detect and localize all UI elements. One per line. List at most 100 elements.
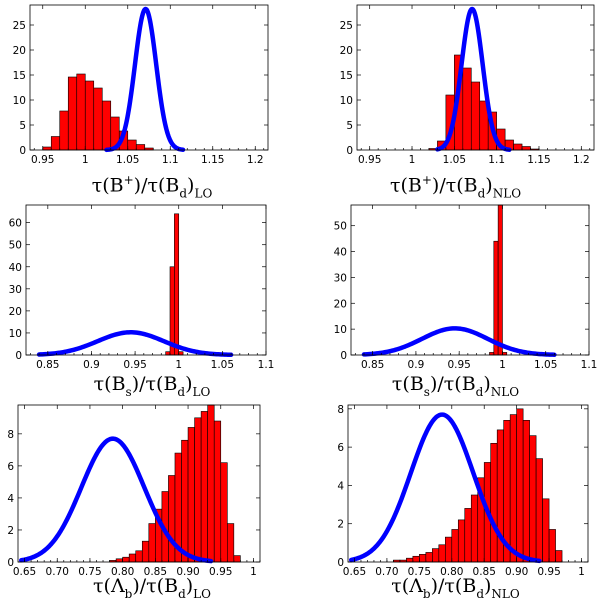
bar-1-10 xyxy=(513,143,523,151)
ytick-label-2-4: 40 xyxy=(9,262,22,274)
bar-5-4 xyxy=(419,554,427,563)
xtick-label-2-0: 0.85 xyxy=(36,359,59,371)
bar-5-15 xyxy=(490,442,498,563)
plot-frame-4 xyxy=(17,404,261,563)
xtick-label-3-4: 1.05 xyxy=(534,359,557,371)
ytick-label-3-1: 10 xyxy=(334,324,347,336)
bar-4-1 xyxy=(115,558,123,563)
bar-4-14 xyxy=(200,411,208,563)
xtick-label-3-3: 1 xyxy=(499,359,506,371)
plot-frame-1 xyxy=(356,4,595,151)
bar-4-13 xyxy=(194,417,202,563)
ytick-label-4-0: 0 xyxy=(7,557,14,569)
xtick-label-1-4: 1.15 xyxy=(527,154,550,166)
xtick-label-2-4: 1.05 xyxy=(211,359,234,371)
bar-4-18 xyxy=(226,523,235,563)
bar-4-3 xyxy=(128,553,137,563)
gaussian-curve-0 xyxy=(104,6,186,153)
xlabel-top-right: τ(B+)/τ(Bd)NLO xyxy=(389,173,522,201)
bar-5-11 xyxy=(464,508,472,563)
bar-4-5 xyxy=(141,540,150,563)
ytick-label-0-3: 15 xyxy=(13,70,26,82)
xtick-label-5-1: 0.70 xyxy=(375,566,398,578)
bar-5-12 xyxy=(470,494,479,563)
xtick-label-5-0: 0.65 xyxy=(343,566,366,578)
bar-5-25 xyxy=(555,550,563,563)
ytick-label-0-5: 25 xyxy=(13,20,26,32)
bar-1-5 xyxy=(470,81,481,151)
xtick-label-2-1: 0.9 xyxy=(83,359,100,371)
ytick-label-5-2: 4 xyxy=(337,480,344,492)
ytick-label-5-0: 0 xyxy=(337,557,344,569)
chart-middle-left: 0.85 0.9 0.95 1 1.05 1.1 0 10 20 30 40 50 60 xyxy=(9,204,275,371)
xtick-label-5-5: 0.90 xyxy=(505,566,528,578)
xtick-label-4-2: 0.75 xyxy=(78,566,101,578)
xtick-label-3-5: 1.1 xyxy=(581,359,598,371)
xtick-label-4-3: 0.80 xyxy=(111,566,134,578)
ytick-label-2-0: 0 xyxy=(15,350,22,362)
bar-5-20 xyxy=(522,420,530,563)
bar-5-7 xyxy=(438,544,446,563)
bar-4-15 xyxy=(207,404,215,563)
xtick-label-1-3: 1.1 xyxy=(488,154,505,166)
bar-0-1 xyxy=(50,136,61,151)
chart-top-left: 0.95 1 1.05 1.1 1.15 1.2 0 5 10 15 20 25 xyxy=(13,4,269,166)
bar-1-11 xyxy=(521,146,531,151)
gaussian-curve-1 xyxy=(435,6,512,152)
ytick-label-3-0: 0 xyxy=(340,350,347,362)
xtick-label-2-2: 0.95 xyxy=(123,359,146,371)
chart-top-right: 0.95 1 1.05 1.1 1.15 1.2 0 5 10 15 20 25 xyxy=(340,4,595,166)
ytick-label-4-1: 2 xyxy=(7,525,14,537)
xtick-label-2-5: 1.1 xyxy=(258,359,275,371)
bar-4-16 xyxy=(213,420,222,563)
xtick-label-1-0: 0.95 xyxy=(358,154,381,166)
xtick-label-4-0: 0.65 xyxy=(13,566,36,578)
bar-5-23 xyxy=(542,498,550,563)
bar-0-11 xyxy=(135,144,146,151)
plot-frame-2 xyxy=(25,204,267,356)
xtick-label-5-6: 0.95 xyxy=(537,566,560,578)
bar-5-3 xyxy=(412,555,420,563)
xtick-label-2-3: 1 xyxy=(175,359,182,371)
xtick-label-4-5: 0.90 xyxy=(176,566,199,578)
xlabel-bottom-left: τ(Λb)/τ(Bd)LO xyxy=(93,575,211,601)
bar-0-5 xyxy=(84,80,95,151)
bar-0-0 xyxy=(42,146,52,151)
chart-bottom-left: 0.65 0.70 0.75 0.80 0.85 0.90 0.95 1 0 2 4 6 8 xyxy=(7,404,261,578)
xtick-label-4-7: 1 xyxy=(250,566,257,578)
ytick-label-3-3: 30 xyxy=(334,272,347,284)
xtick-label-4-4: 0.85 xyxy=(144,566,167,578)
xtick-label-0-3: 1.1 xyxy=(162,154,179,166)
xtick-label-1-2: 1.05 xyxy=(443,154,466,166)
bar-4-9 xyxy=(168,475,176,563)
bar-5-18 xyxy=(509,414,517,563)
chart-middle-right: 0.85 0.9 0.95 1 1.05 1.1 0 10 20 30 40 50 xyxy=(334,204,598,371)
ytick-label-0-2: 10 xyxy=(13,95,26,107)
bar-3-1 xyxy=(493,240,499,356)
ytick-label-2-5: 50 xyxy=(9,240,22,252)
ytick-label-1-0: 0 xyxy=(346,145,353,157)
bar-0-6 xyxy=(93,87,103,151)
gaussian-curve-3 xyxy=(361,326,557,357)
bar-5-6 xyxy=(432,548,440,563)
bar-4-4 xyxy=(135,550,143,563)
bar-2-3 xyxy=(178,351,184,356)
plot-frame-0 xyxy=(29,4,269,151)
ytick-label-4-4: 8 xyxy=(7,429,14,441)
xtick-label-0-2: 1.05 xyxy=(116,154,139,166)
bar-5-24 xyxy=(548,529,556,563)
bar-5-5 xyxy=(425,552,433,563)
bar-5-19 xyxy=(516,408,524,563)
ytick-label-5-4: 8 xyxy=(337,404,344,416)
xtick-label-3-1: 0.9 xyxy=(408,359,425,371)
plot-frame-3 xyxy=(350,204,590,356)
bar-5-22 xyxy=(535,458,543,563)
plot-frame-5 xyxy=(347,404,589,563)
ytick-label-3-5: 50 xyxy=(334,221,347,233)
xtick-label-1-1: 1 xyxy=(409,154,416,166)
ytick-label-3-4: 40 xyxy=(334,247,347,259)
ytick-label-2-6: 60 xyxy=(9,218,22,230)
bar-5-9 xyxy=(451,529,459,563)
xtick-label-3-2: 0.95 xyxy=(447,359,470,371)
xtick-label-5-3: 0.80 xyxy=(440,566,463,578)
